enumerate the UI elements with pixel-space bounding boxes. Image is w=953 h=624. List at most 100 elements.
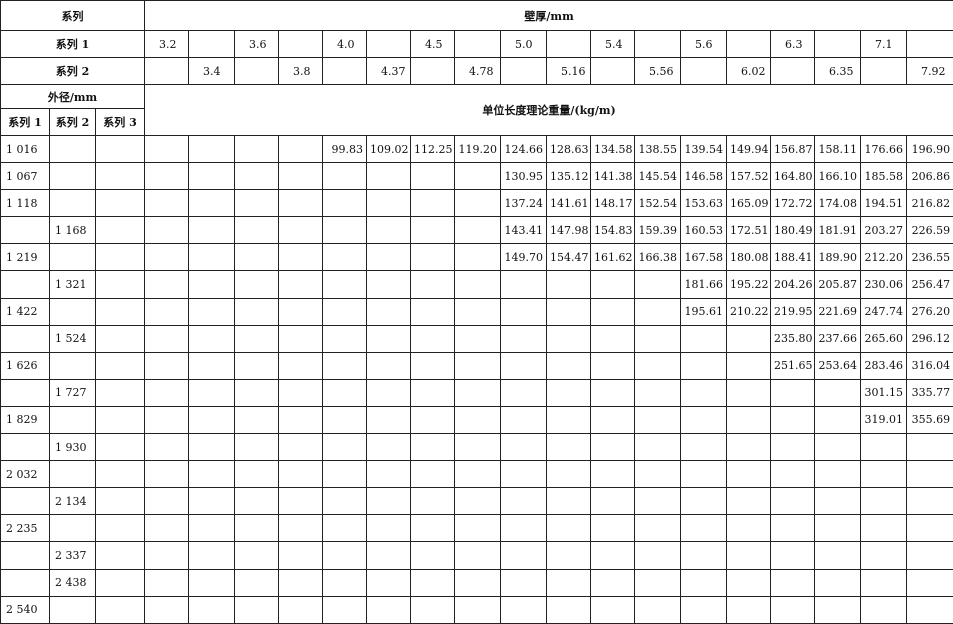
weight-cell [727,325,771,352]
thickness-series1-cell [635,31,681,58]
weight-cell [547,325,591,352]
weight-cell [455,406,501,433]
outer-diameter-s1-cell: 2 540 [1,596,50,623]
weight-cell [411,596,455,623]
weight-cell: 130.95 [501,163,547,190]
weight-cell: 180.08 [727,244,771,271]
outer-diameter-s1-cell [1,271,50,298]
weight-cell [455,434,501,461]
weight-cell [815,488,861,515]
weight-cell [189,542,235,569]
outer-diameter-s2-cell: 1 930 [50,434,96,461]
thickness-series2-cell: 6.35 [815,58,861,85]
weight-cell [145,136,189,163]
weight-cell [145,352,189,379]
weight-cell: 226.59 [907,217,953,244]
outer-diameter-s1-cell [1,488,50,515]
weight-cell [367,406,411,433]
weight-cell: 138.55 [635,136,681,163]
thickness-series1-cell [367,31,411,58]
weight-cell: 219.95 [771,298,815,325]
weight-cell: 145.54 [635,163,681,190]
weight-cell [455,325,501,352]
weight-cell: 160.53 [681,217,727,244]
weight-cell [235,515,279,542]
weight-cell [189,298,235,325]
weight-cell [501,406,547,433]
weight-cell [279,190,323,217]
weight-cell [235,298,279,325]
weight-cell [145,596,189,623]
table-row: 2 540 [1,596,953,623]
weight-cell [591,461,635,488]
weight-cell [501,325,547,352]
weight-cell [547,434,591,461]
weight-cell [189,406,235,433]
outer-diameter-s1-cell: 1 016 [1,136,50,163]
weight-cell [411,542,455,569]
weight-cell [279,569,323,596]
weight-cell [681,596,727,623]
outer-diameter-s1-cell: 1 067 [1,163,50,190]
weight-cell [635,298,681,325]
outer-diameter-s3-cell [96,406,145,433]
weight-cell [279,244,323,271]
weight-cell: 355.69 [907,406,953,433]
weight-cell [189,379,235,406]
od-series2-header: 系列 2 [50,109,96,136]
weight-cell: 172.72 [771,190,815,217]
weight-cell: 206.86 [907,163,953,190]
thickness-series2-cell: 3.8 [279,58,323,85]
thickness-series1-cell: 7.1 [861,31,907,58]
weight-cell [367,596,411,623]
weight-cell [727,488,771,515]
weight-cell [367,217,411,244]
weight-cell [279,596,323,623]
weight-cell [635,434,681,461]
outer-diameter-s3-cell [96,569,145,596]
weight-cell [591,298,635,325]
weight-cell [367,163,411,190]
weight-cell [501,488,547,515]
weight-cell [591,569,635,596]
weight-cell: 188.41 [771,244,815,271]
weight-cell [501,379,547,406]
outer-diameter-s2-cell [50,406,96,433]
weight-cell [235,217,279,244]
weight-cell [367,298,411,325]
outer-diameter-s2-cell [50,190,96,217]
outer-diameter-s2-cell: 2 337 [50,542,96,569]
outer-diameter-s2-cell [50,136,96,163]
thickness-series2-cell [501,58,547,85]
weight-cell [145,434,189,461]
weight-cell: 157.52 [727,163,771,190]
weight-cell [455,244,501,271]
weight-cell [907,434,953,461]
weight-cell [455,569,501,596]
weight-cell [815,596,861,623]
outer-diameter-s2-cell [50,596,96,623]
weight-cell [411,488,455,515]
weight-cell [861,542,907,569]
weight-cell: 196.90 [907,136,953,163]
weight-cell: 316.04 [907,352,953,379]
weight-cell [235,542,279,569]
weight-cell [367,488,411,515]
weight-cell: 134.58 [591,136,635,163]
weight-cell [771,379,815,406]
weight-cell: 147.98 [547,217,591,244]
weight-cell [681,325,727,352]
outer-diameter-s2-cell: 1 524 [50,325,96,352]
weight-cell [189,217,235,244]
weight-cell [189,244,235,271]
outer-diameter-s1-cell [1,542,50,569]
outer-diameter-s1-cell: 1 422 [1,298,50,325]
weight-cell [815,569,861,596]
weight-cell: 141.61 [547,190,591,217]
